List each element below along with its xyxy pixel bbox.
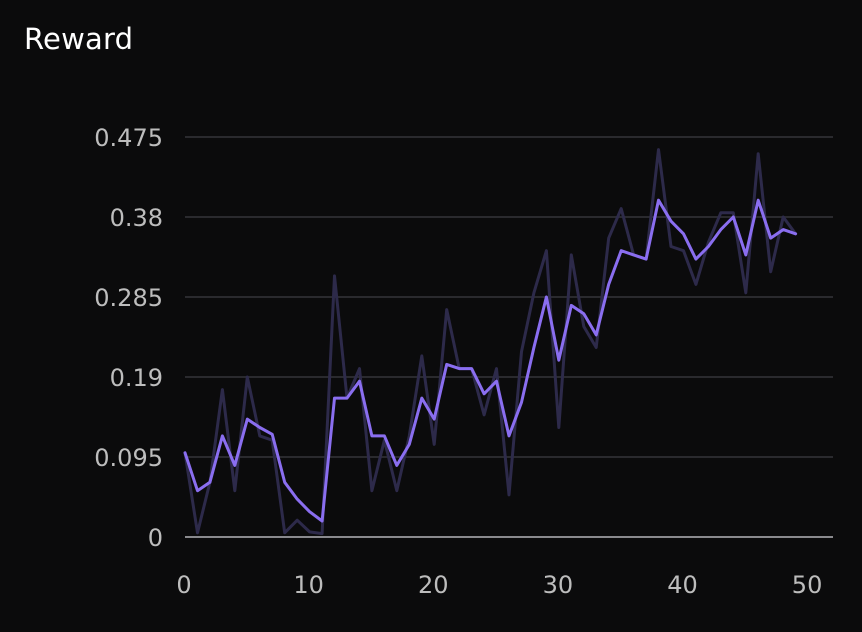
grid-lines — [185, 136, 833, 458]
y-tick-label: 0 — [148, 524, 163, 552]
x-tick-label: 20 — [418, 571, 449, 599]
y-tick-label: 0.38 — [110, 204, 163, 232]
y-tick-label: 0.475 — [94, 124, 163, 152]
x-tick-labels: 0 10 20 30 40 50 — [176, 571, 822, 599]
x-tick-label: 10 — [293, 571, 324, 599]
y-tick-labels: 0 0.095 0.19 0.285 0.38 0.475 — [94, 124, 163, 552]
x-tick-label: 30 — [543, 571, 574, 599]
smoothed-reward-line — [183, 198, 798, 523]
raw-reward-line — [183, 148, 798, 536]
y-tick-label: 0.19 — [110, 364, 163, 392]
y-tick-label: 0.285 — [94, 284, 163, 312]
x-tick-label: 50 — [792, 571, 823, 599]
x-tick-label: 0 — [176, 571, 191, 599]
x-tick-label: 40 — [667, 571, 698, 599]
y-tick-label: 0.095 — [94, 444, 163, 472]
chart-title: Reward — [24, 22, 134, 56]
series-lines — [183, 148, 798, 536]
